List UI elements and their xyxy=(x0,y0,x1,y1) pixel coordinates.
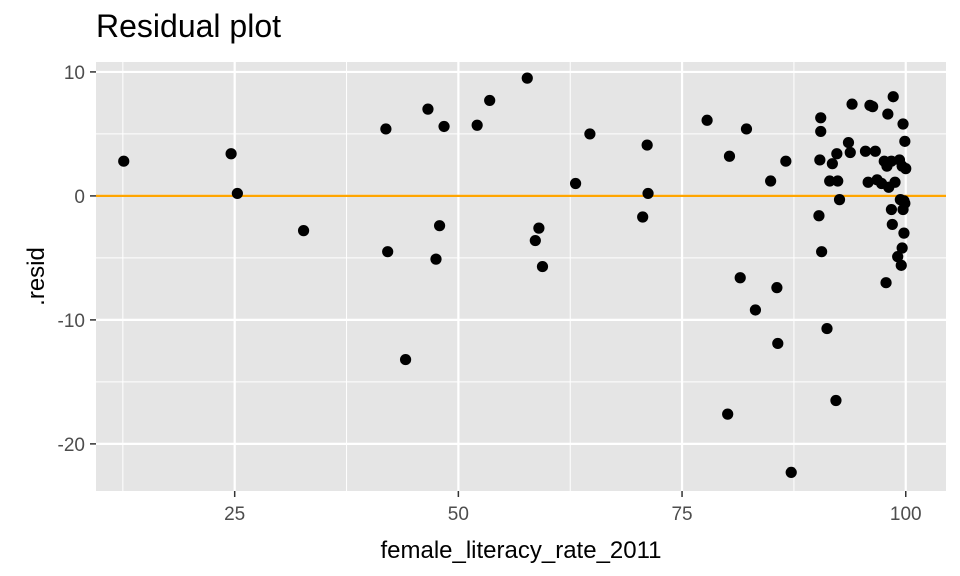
data-point xyxy=(297,225,310,237)
data-point xyxy=(824,175,836,187)
x-axis-title: female_literacy_rate_2011 xyxy=(380,537,661,564)
data-point xyxy=(118,155,130,167)
y-tick-label: 10 xyxy=(64,63,85,84)
data-point xyxy=(734,272,746,284)
x-tick-label: 100 xyxy=(890,504,922,525)
y-tick-label: -20 xyxy=(58,435,85,456)
data-point xyxy=(899,197,911,209)
data-point xyxy=(231,187,243,200)
x-tick-label: 25 xyxy=(224,504,245,525)
data-point xyxy=(897,118,909,130)
data-point xyxy=(900,163,912,175)
data-point xyxy=(765,175,777,187)
data-point xyxy=(399,353,412,366)
data-point xyxy=(536,260,549,273)
data-point xyxy=(749,304,762,316)
data-point xyxy=(887,91,899,103)
data-point xyxy=(380,123,392,135)
data-point xyxy=(821,322,833,335)
data-point xyxy=(433,220,446,232)
y-axis: -20 -10 0 10 xyxy=(58,63,96,456)
data-point xyxy=(772,337,784,350)
data-point xyxy=(722,408,734,420)
data-point xyxy=(438,120,450,133)
data-point xyxy=(740,123,753,135)
data-point xyxy=(867,101,879,113)
data-points xyxy=(118,72,912,479)
data-point xyxy=(815,125,827,138)
data-point xyxy=(430,253,442,265)
data-point xyxy=(859,145,872,157)
data-point xyxy=(895,259,907,271)
data-point xyxy=(830,394,842,407)
chart-title: Residual plot xyxy=(96,8,281,44)
data-point xyxy=(831,148,843,160)
data-point xyxy=(869,145,881,157)
x-axis: 25 50 75 100 xyxy=(224,491,922,525)
data-point xyxy=(844,146,856,159)
data-point xyxy=(813,210,825,222)
grid-minor-lines xyxy=(96,62,946,491)
x-tick-label: 50 xyxy=(448,504,469,525)
data-point xyxy=(899,135,911,147)
data-point xyxy=(833,194,846,206)
y-axis-title: .resid xyxy=(23,247,50,306)
y-tick-label: 0 xyxy=(74,187,85,208)
data-point xyxy=(529,234,541,247)
data-point xyxy=(885,203,898,216)
data-point xyxy=(785,466,797,479)
data-point xyxy=(846,98,858,110)
data-point xyxy=(882,108,894,120)
data-point xyxy=(642,187,654,200)
data-point xyxy=(471,119,483,131)
data-point xyxy=(816,246,828,258)
data-point xyxy=(521,72,533,84)
data-point xyxy=(886,218,898,231)
data-point xyxy=(880,277,892,289)
data-point xyxy=(889,176,901,188)
grid-major-lines xyxy=(96,62,946,491)
data-point xyxy=(584,128,596,140)
data-point xyxy=(815,112,827,124)
data-point xyxy=(892,251,904,263)
data-point xyxy=(862,176,874,188)
data-point xyxy=(569,177,582,190)
data-point xyxy=(723,150,736,162)
data-point xyxy=(771,282,783,294)
data-point xyxy=(842,136,855,149)
data-point xyxy=(484,94,496,107)
data-point xyxy=(780,155,792,167)
data-point xyxy=(832,175,844,187)
data-point xyxy=(826,158,838,170)
y-tick-label: -10 xyxy=(58,311,85,332)
data-point xyxy=(533,222,545,234)
data-point xyxy=(422,103,434,115)
data-point xyxy=(225,148,237,160)
data-point xyxy=(896,242,908,254)
data-point xyxy=(382,246,394,258)
data-point xyxy=(814,154,826,166)
data-point xyxy=(637,211,649,223)
data-point xyxy=(898,227,910,239)
x-tick-label: 75 xyxy=(671,504,692,525)
data-point xyxy=(701,114,713,126)
data-point xyxy=(641,139,653,151)
